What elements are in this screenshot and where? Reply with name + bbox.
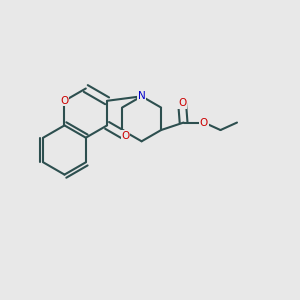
Text: O: O: [200, 118, 208, 128]
Text: O: O: [178, 98, 186, 108]
Text: O: O: [121, 131, 129, 141]
Text: N: N: [138, 91, 146, 101]
Text: O: O: [60, 96, 69, 106]
